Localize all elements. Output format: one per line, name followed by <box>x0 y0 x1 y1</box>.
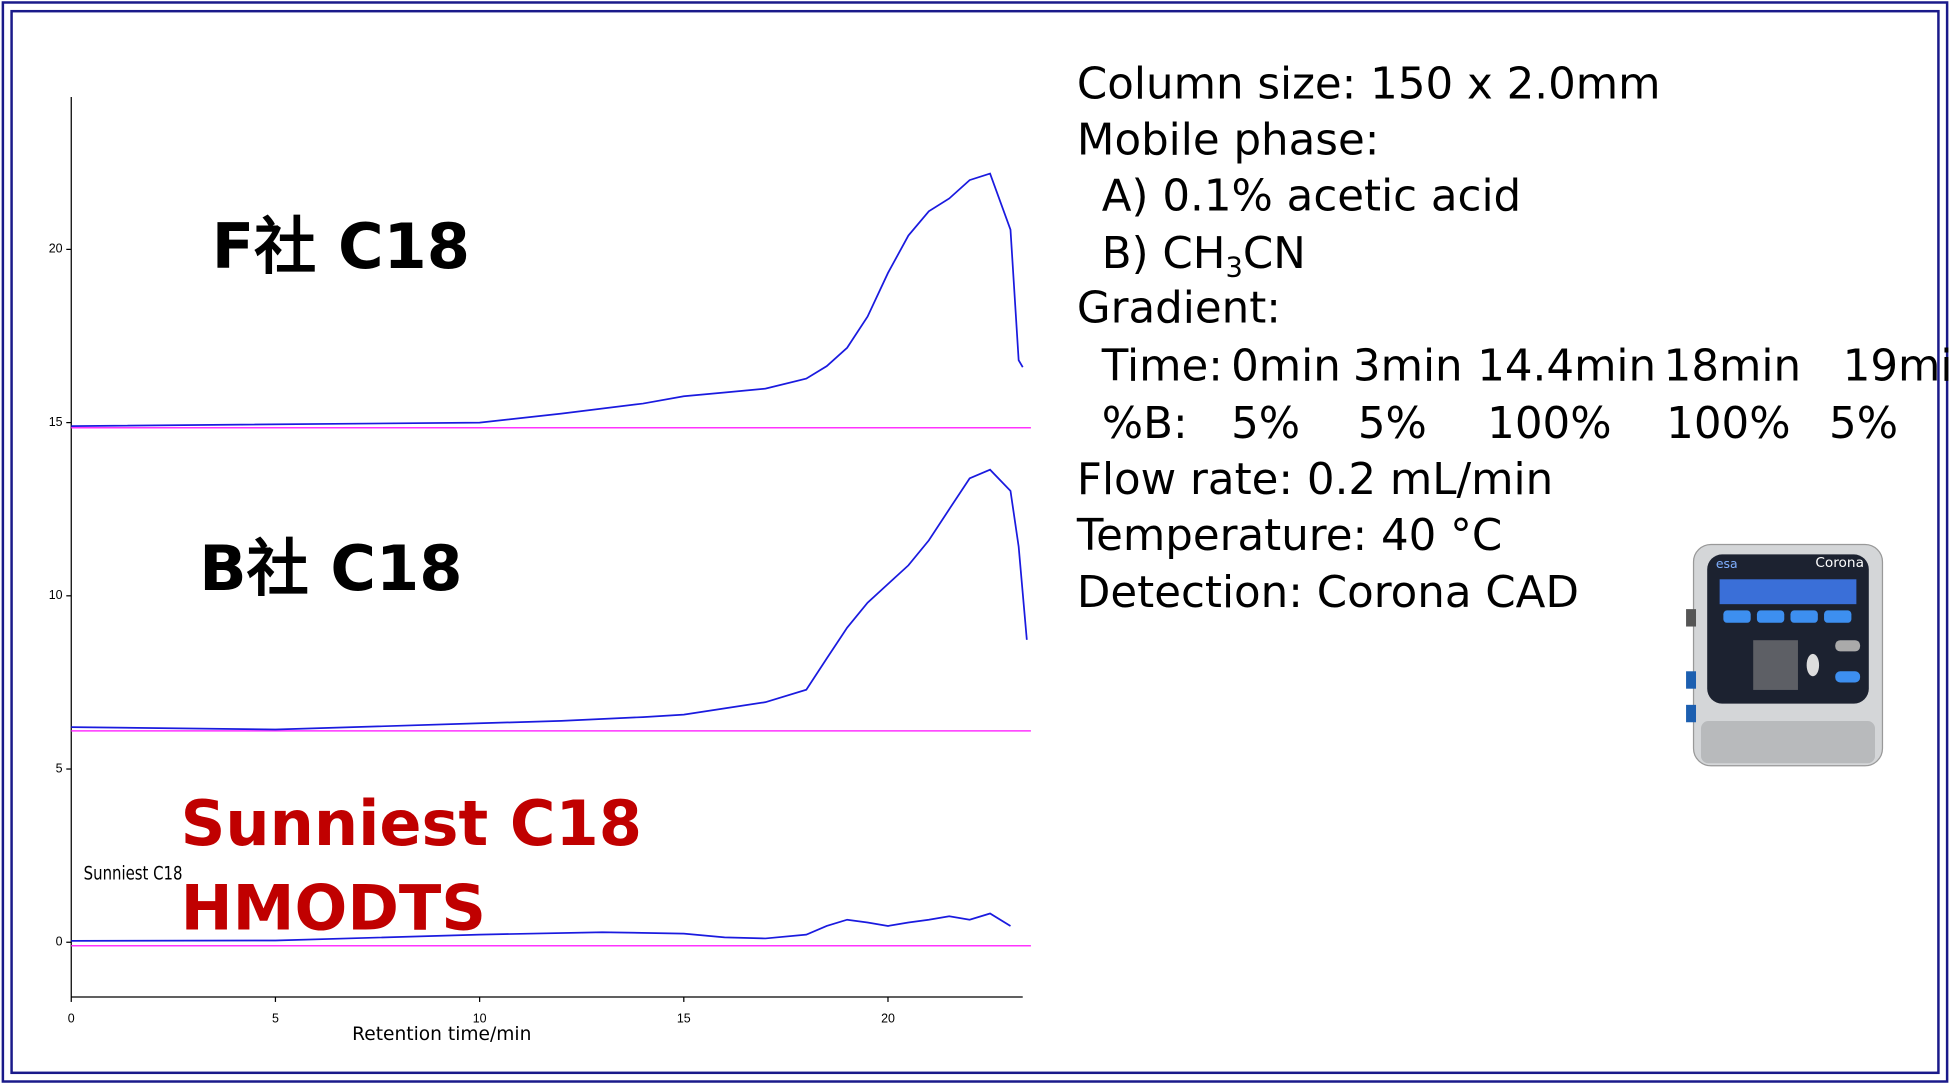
series-label: HMODTS <box>181 872 486 945</box>
trace <box>71 468 1028 731</box>
condition-text: Column size: 150 x 2.0mm <box>1077 60 1661 110</box>
x-tick-label: 15 <box>677 1012 691 1026</box>
series-label: B社 C18 <box>199 532 462 605</box>
y-tick-label: 20 <box>49 242 63 256</box>
gradient-percent: 5% <box>1358 399 1427 449</box>
y-tick-label: 0 <box>56 935 63 949</box>
gradient-percent: 5% <box>1829 399 1898 449</box>
series-label: F社 C18 <box>212 210 470 283</box>
gradient-time: Time: <box>1101 342 1223 392</box>
condition-text: B) CH3CN <box>1102 229 1306 283</box>
condition-text: A) 0.1% acetic acid <box>1102 171 1521 221</box>
device-brand: esa <box>1716 556 1738 571</box>
x-tick-label: 20 <box>881 1012 895 1026</box>
condition-text: Detection: Corona CAD <box>1077 568 1579 618</box>
device-image: esa Corona <box>1686 543 1884 767</box>
condition-text: Flow rate: 0.2 mL/min <box>1077 455 1553 505</box>
x-tick-label: 5 <box>272 1012 279 1026</box>
gradient-time: 0min <box>1231 342 1341 392</box>
device-model: Corona <box>1815 555 1864 571</box>
text-part: B) CH <box>1102 229 1226 279</box>
condition-text: Mobile phase: <box>1077 115 1379 165</box>
trace <box>71 172 1024 427</box>
trace-label: Sunniest C18 <box>84 862 183 884</box>
gradient-time: 3min <box>1353 342 1463 392</box>
y-tick-label: 10 <box>49 588 63 602</box>
x-tick-label: 0 <box>68 1012 75 1026</box>
gradient-percent: 100% <box>1487 399 1611 449</box>
gradient-percent: 5% <box>1231 399 1300 449</box>
condition-text: Gradient: <box>1077 283 1281 333</box>
y-tick-label: 5 <box>56 761 63 775</box>
condition-text: Temperature: 40 °C <box>1076 511 1502 561</box>
trace <box>71 912 1011 942</box>
gradient-percent: 100% <box>1666 399 1790 449</box>
text-part: CN <box>1243 229 1306 279</box>
gradient-time: 19min <box>1843 342 1950 392</box>
x-tick-label: 10 <box>473 1012 487 1026</box>
gradient-percent: %B: <box>1102 399 1188 449</box>
y-tick-label: 15 <box>49 415 63 429</box>
inner-frame <box>10 9 1940 1075</box>
gradient-time: 18min <box>1664 342 1801 392</box>
text-part: 3 <box>1226 252 1243 283</box>
series-label: Sunniest C18 <box>181 787 642 860</box>
x-axis-label: Retention time/min <box>352 1024 531 1045</box>
gradient-time: 14.4min <box>1477 342 1656 392</box>
